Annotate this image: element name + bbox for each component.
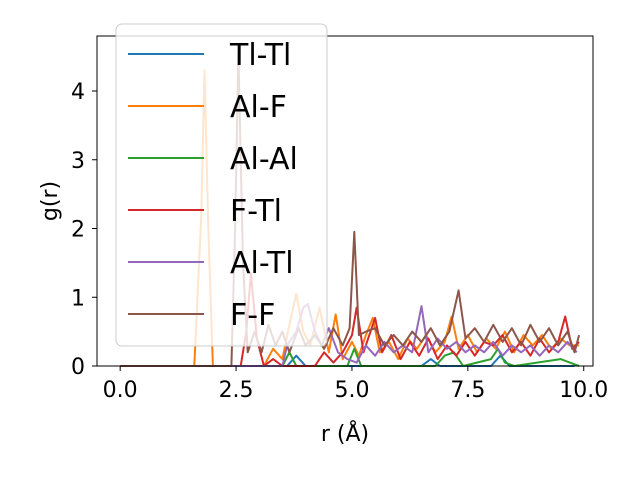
series-line-al-al [120,347,580,367]
x-tick-label: 7.5 [450,378,485,403]
y-tick-label: 0 [71,355,85,380]
legend-box [115,23,328,347]
x-axis-label: r (Å) [321,420,369,447]
legend-label: Al-Tl [230,246,294,281]
plot-area [120,52,581,367]
y-axis: 0 1 2 3 4 [71,80,97,380]
y-tick-label: 4 [71,80,85,105]
y-tick-label: 2 [71,218,85,243]
legend-label: F-F [230,298,275,333]
legend-label: Al-F [230,90,287,125]
x-tick-label: 0.0 [103,378,138,403]
y-tick-label: 3 [71,149,85,174]
x-tick-label: 10.0 [559,378,608,403]
legend-label: F-Tl [230,194,282,229]
x-tick-label: 5.0 [334,378,369,403]
legend-label: Al-Al [230,142,298,177]
legend-label: Tl-Tl [229,38,291,73]
x-tick-label: 2.5 [219,378,254,403]
y-tick-label: 1 [71,286,85,311]
x-axis: 0.0 2.5 5.0 7.5 10.0 [103,366,608,403]
legend: Tl-Tl Al-F Al-Al F-Tl Al-Tl F-F [115,23,328,347]
y-axis-label: g(r) [38,181,63,221]
axes-frame [96,35,594,367]
